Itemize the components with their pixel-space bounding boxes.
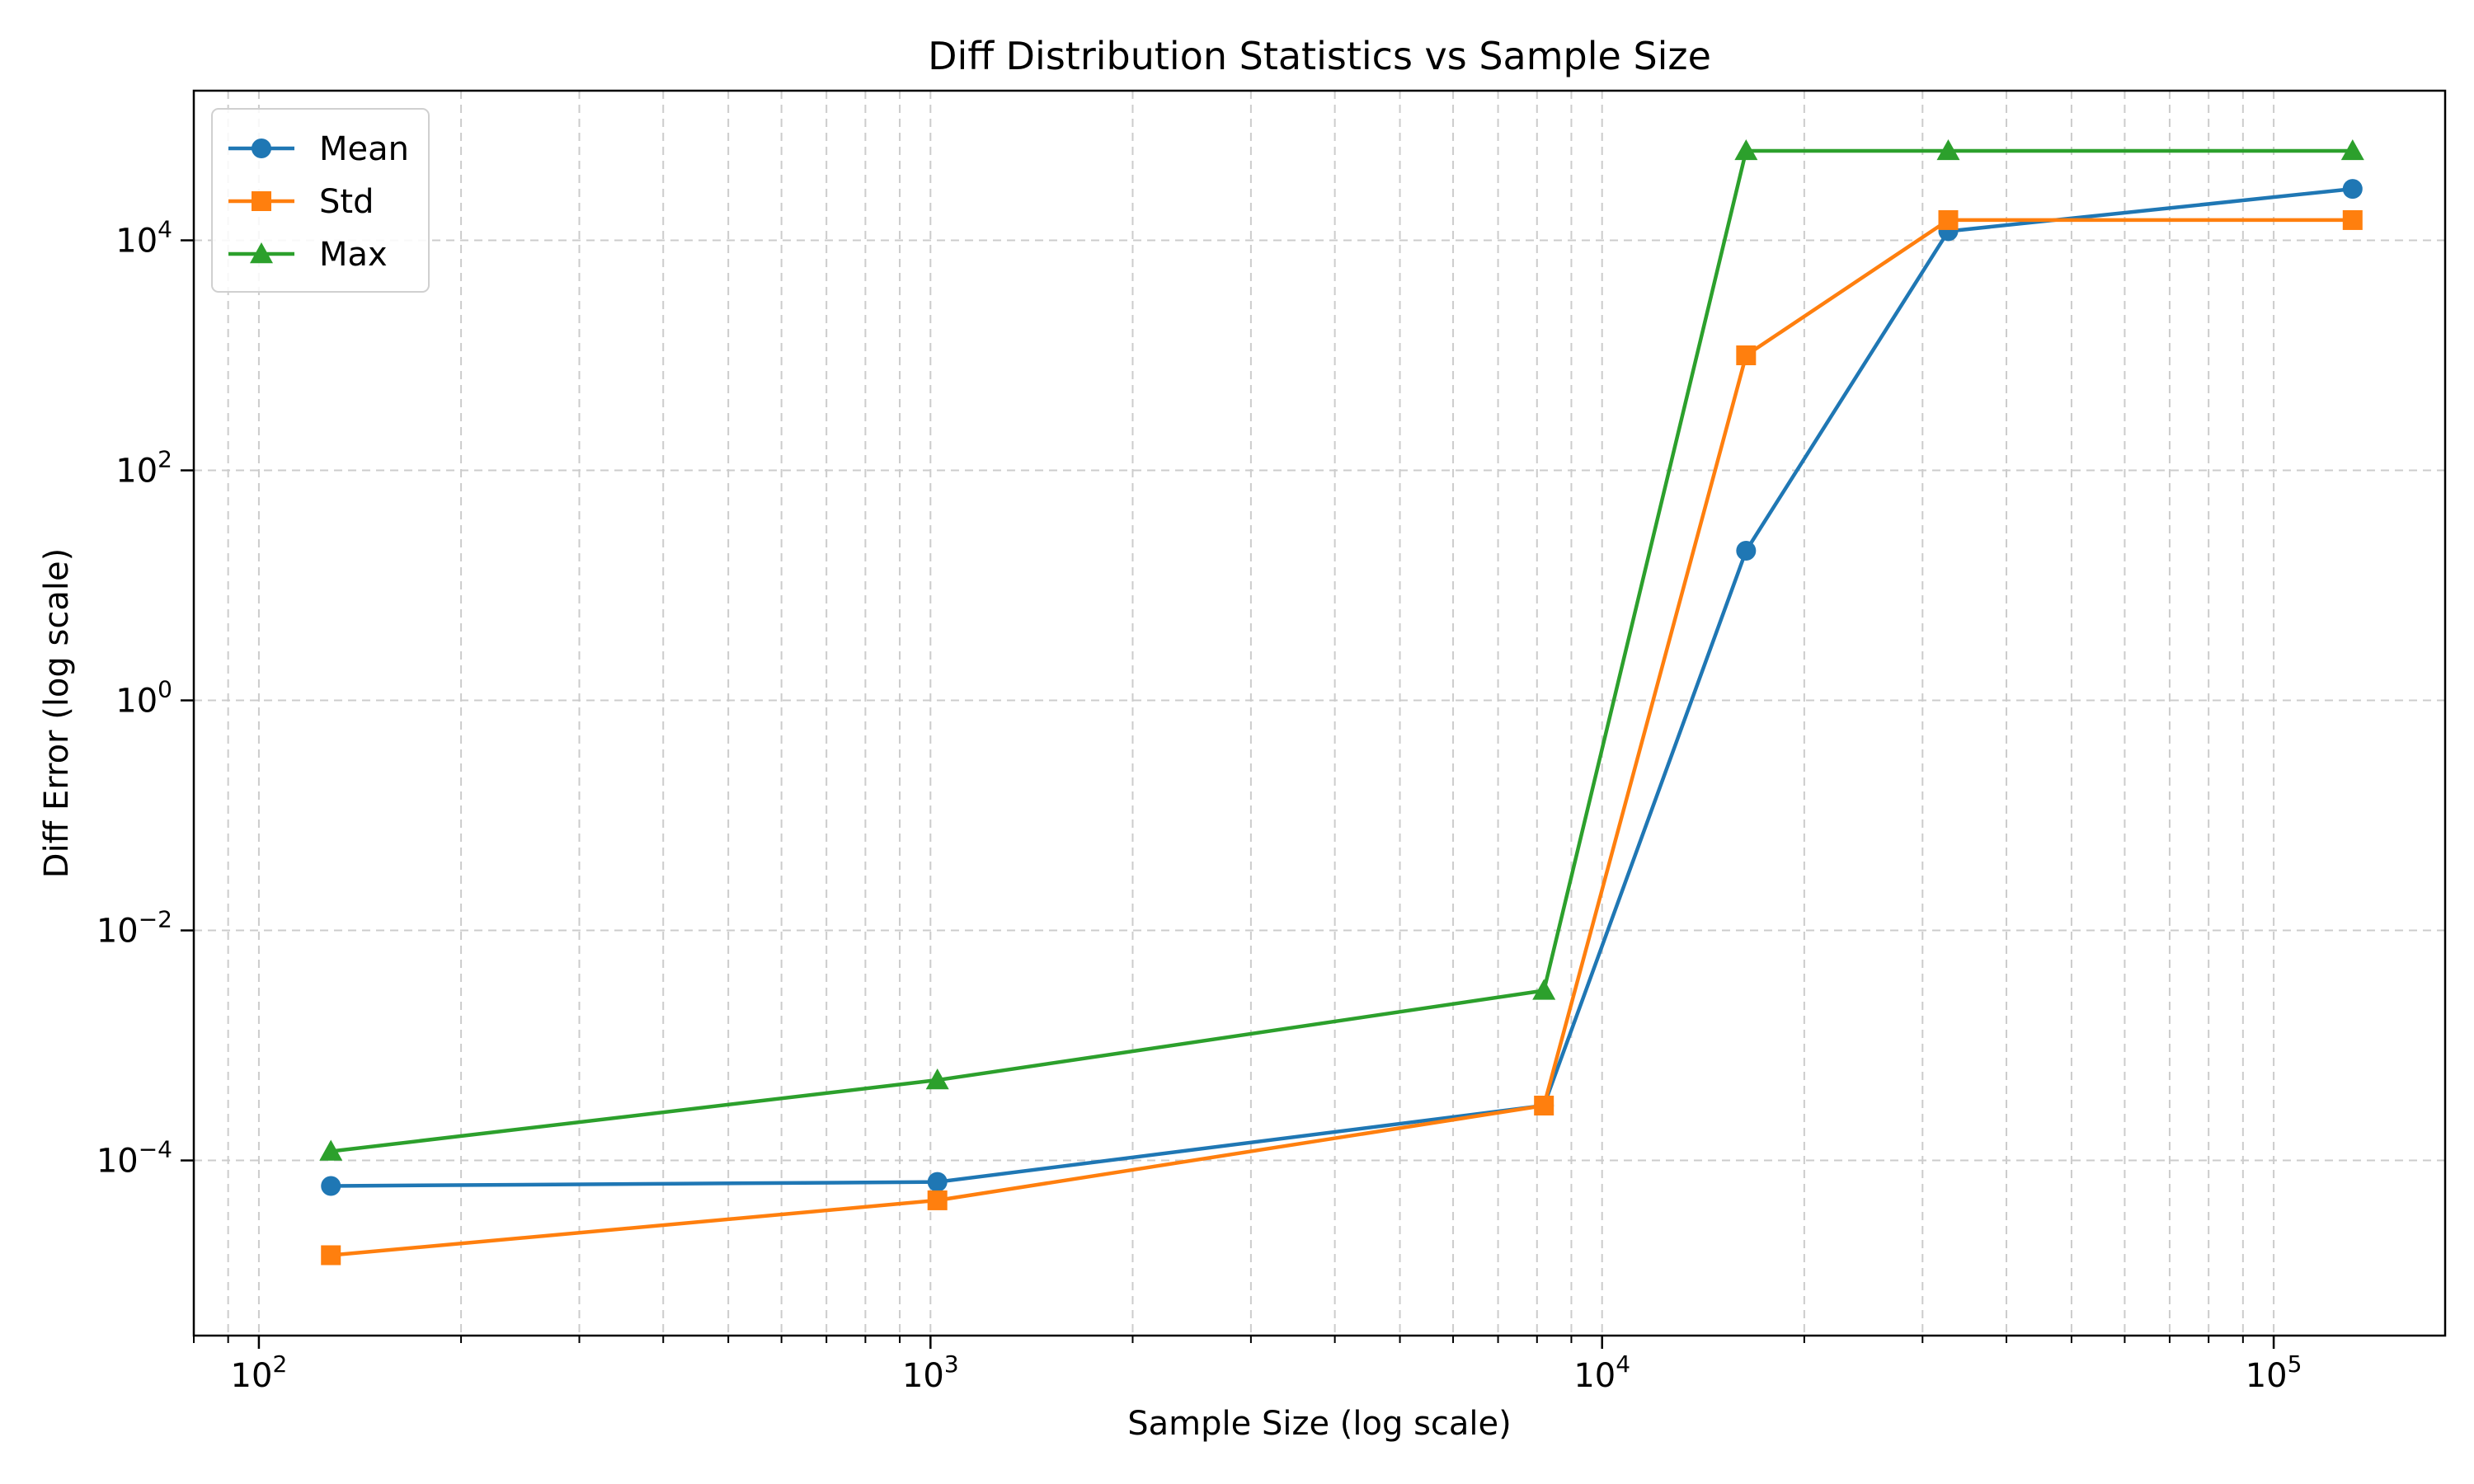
series-line-max bbox=[330, 148, 2353, 1153]
legend-label-std: Std bbox=[319, 183, 374, 221]
y-tick-label: 104 bbox=[115, 216, 172, 261]
data-point-std bbox=[927, 1190, 948, 1210]
x-tick-label: 103 bbox=[902, 1350, 959, 1395]
y-tick-label: 102 bbox=[115, 446, 172, 491]
data-point-std bbox=[1736, 345, 1757, 366]
data-point-mean bbox=[321, 1176, 341, 1196]
data-point-mean bbox=[2342, 179, 2363, 200]
legend-marker-std bbox=[252, 191, 271, 211]
data-point-max bbox=[1936, 139, 1960, 161]
data-point-max bbox=[319, 1139, 343, 1161]
data-point-max bbox=[2340, 139, 2364, 161]
series-line-mean bbox=[331, 186, 2354, 1188]
data-point-max bbox=[1734, 139, 1758, 161]
x-tick-label: 105 bbox=[2246, 1350, 2302, 1395]
y-axis-label: Diff Error (log scale) bbox=[38, 548, 76, 878]
data-point-mean bbox=[1736, 541, 1757, 561]
data-point-std bbox=[1534, 1095, 1554, 1115]
x-axis-label: Sample Size (log scale) bbox=[1127, 1405, 1512, 1443]
y-tick-label: 100 bbox=[115, 676, 172, 721]
legend-label-mean: Mean bbox=[319, 130, 409, 168]
y-tick-label: 10−4 bbox=[96, 1136, 172, 1181]
data-point-std bbox=[1938, 209, 1959, 230]
data-point-std bbox=[2342, 209, 2363, 230]
series-max bbox=[319, 139, 2364, 1161]
series-line-std bbox=[331, 218, 2353, 1257]
legend-marker-max bbox=[250, 242, 273, 264]
data-point-max bbox=[1532, 979, 1556, 1000]
y-tick-label: 10−2 bbox=[96, 906, 172, 951]
x-tick-label: 102 bbox=[231, 1350, 288, 1395]
axis-ticks: 102 103 104 105 10−4 10−2 100 102 104 bbox=[96, 216, 2302, 1395]
data-point-mean bbox=[927, 1172, 948, 1192]
plot-frame bbox=[192, 89, 2447, 1337]
data-point-std bbox=[321, 1245, 341, 1266]
data-point-max bbox=[925, 1068, 949, 1090]
legend: Mean Std Max bbox=[211, 108, 430, 293]
legend-marker-mean bbox=[252, 139, 271, 158]
chart-title: Diff Distribution Statistics vs Sample S… bbox=[928, 34, 1711, 78]
x-tick-label: 104 bbox=[1573, 1350, 1630, 1395]
series-std bbox=[321, 209, 2363, 1266]
legend-label-max: Max bbox=[319, 236, 388, 274]
plot-series bbox=[319, 139, 2364, 1266]
